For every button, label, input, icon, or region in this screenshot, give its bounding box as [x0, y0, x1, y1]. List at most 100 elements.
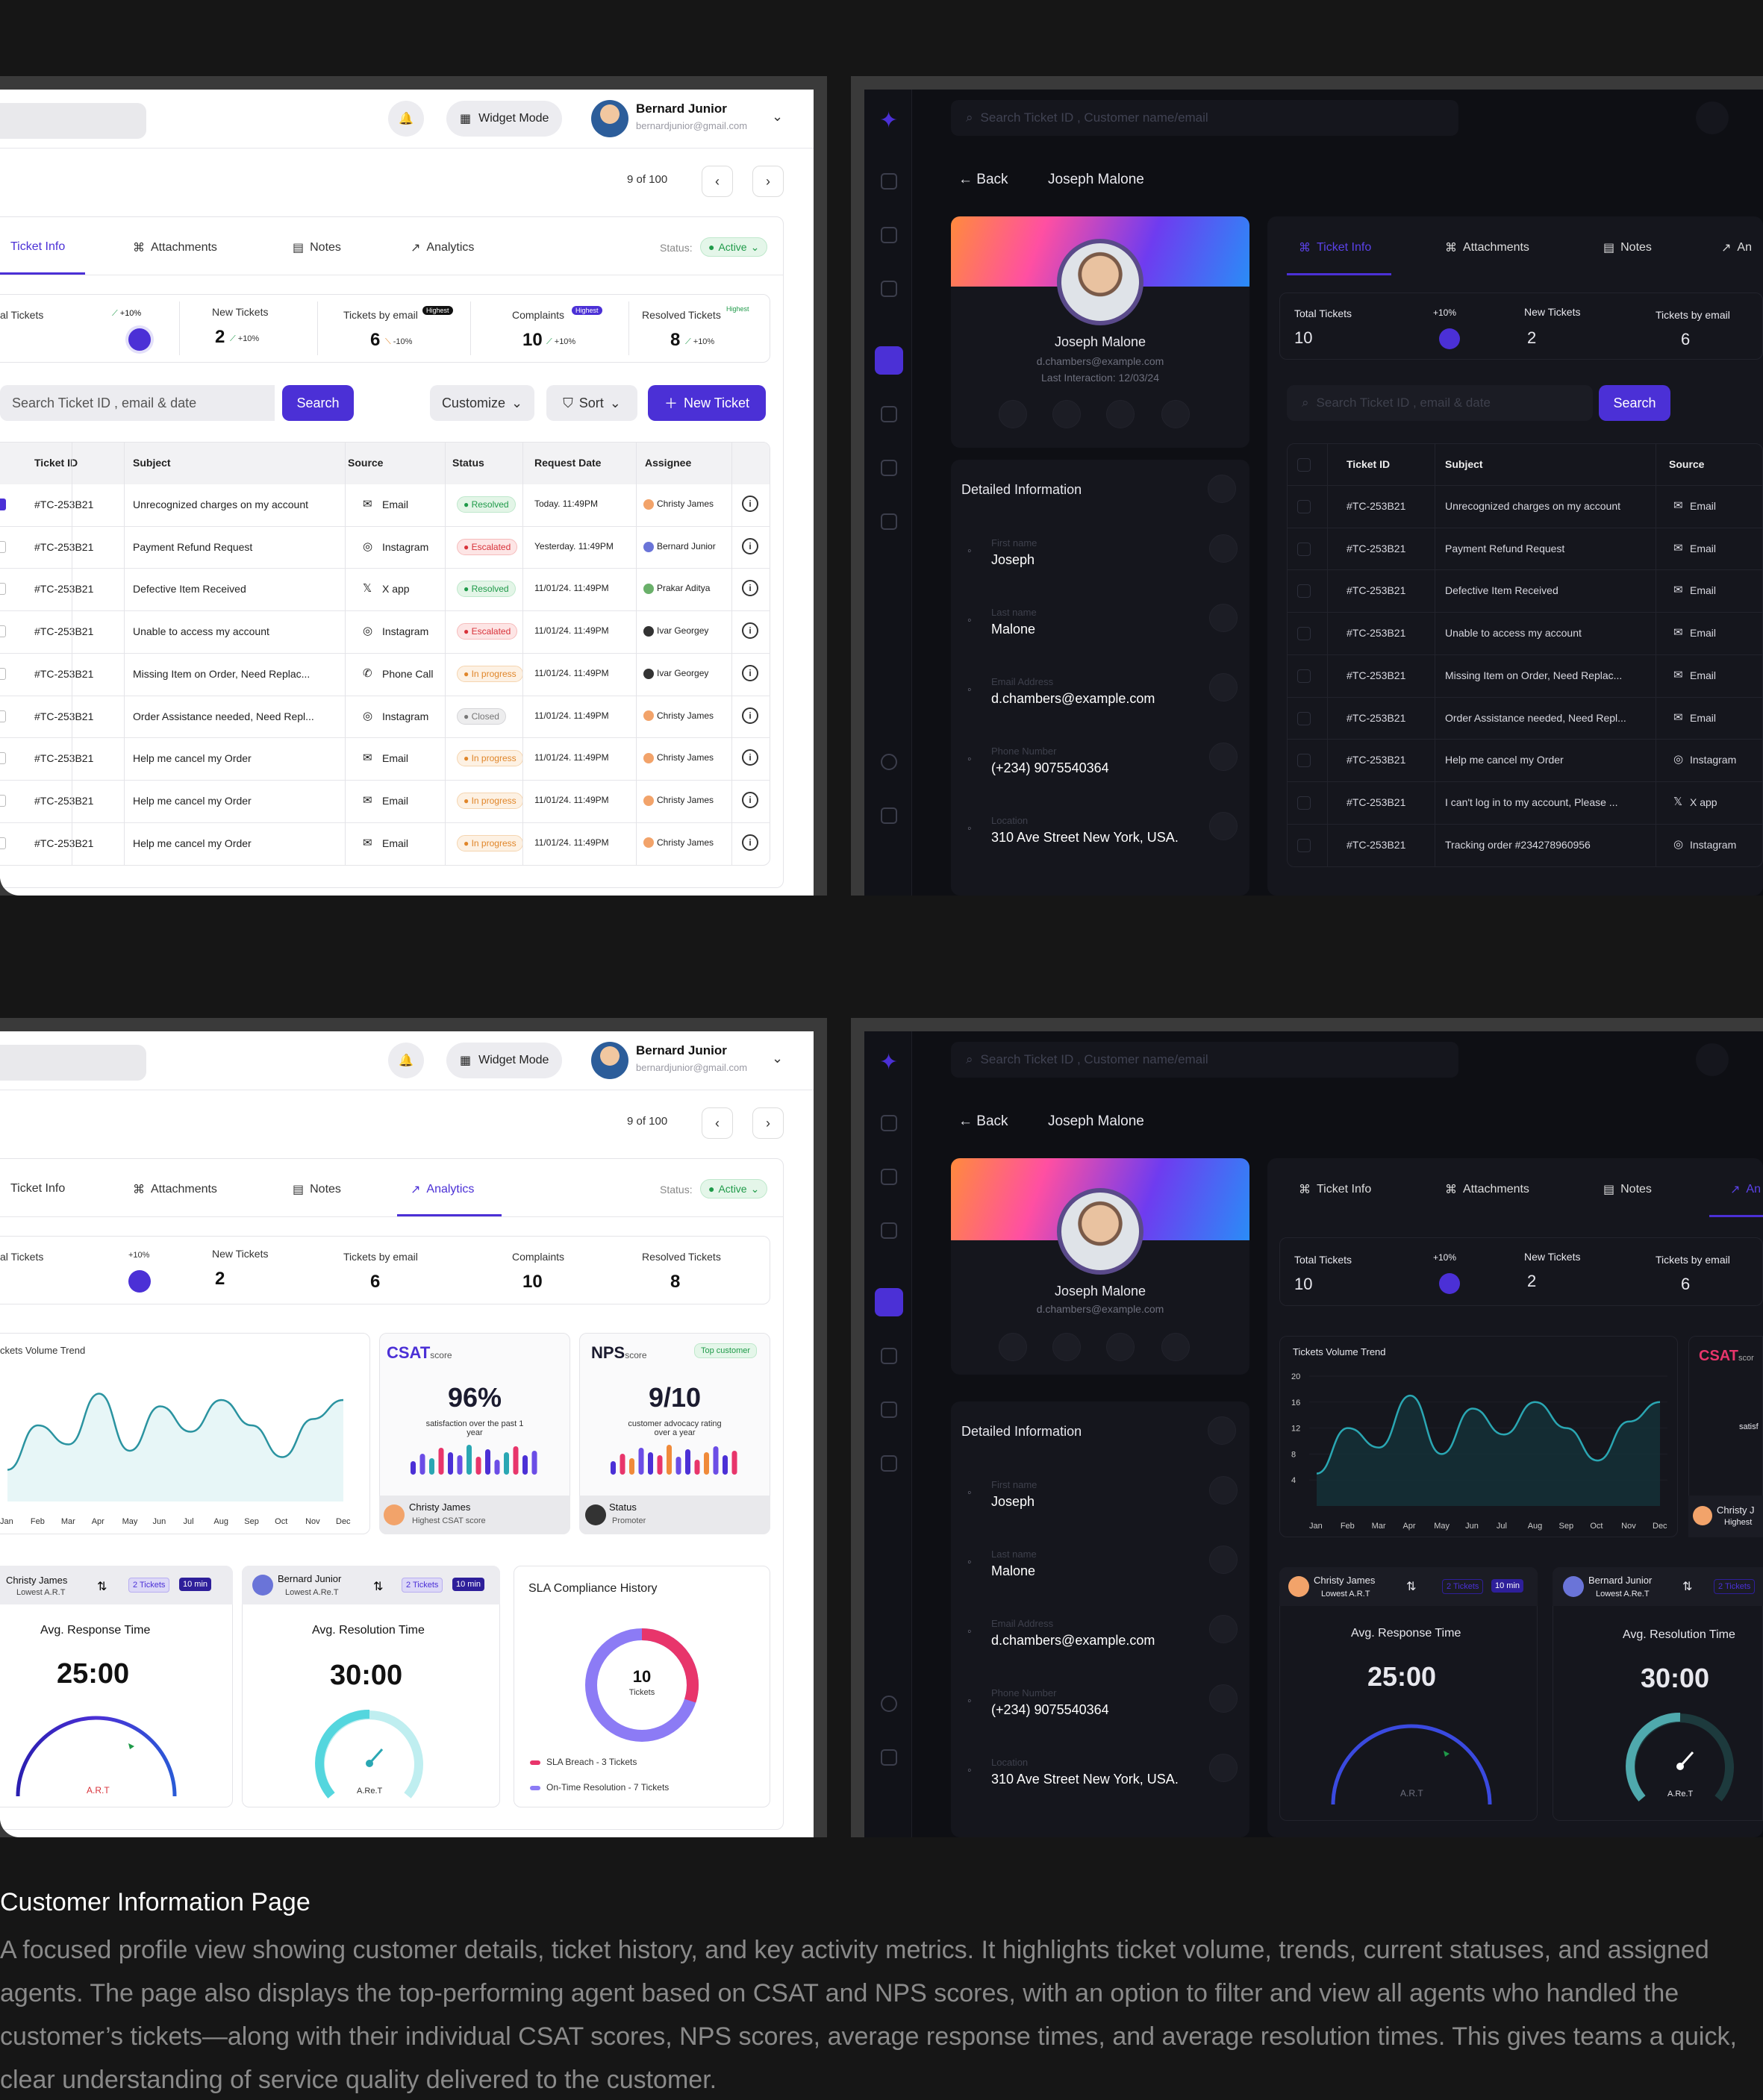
row-checkbox[interactable] — [0, 710, 6, 722]
sort-icon[interactable]: ⇅ — [97, 1581, 107, 1593]
back-button[interactable]: ← Back — [958, 1113, 1008, 1129]
notification-bell-icon[interactable] — [1696, 101, 1729, 134]
next-page-button[interactable]: › — [752, 1107, 784, 1139]
tab-analytics[interactable]: ↗ Analytics — [411, 1183, 475, 1196]
chevron-down-icon[interactable]: ⌄ — [772, 1051, 784, 1066]
row-checkbox[interactable] — [0, 667, 6, 680]
edit-icon[interactable] — [1209, 604, 1238, 632]
table-header-subject[interactable]: Subject — [133, 457, 171, 469]
status-select[interactable]: ● Active ⌄ — [700, 237, 768, 257]
info-icon[interactable]: i — [742, 537, 758, 554]
table-header-source[interactable]: Source — [348, 457, 384, 469]
plus-icon[interactable] — [1106, 400, 1135, 428]
row-checkbox[interactable] — [0, 625, 6, 638]
tab-notes[interactable]: ▤ Notes — [1603, 1183, 1652, 1196]
widget-mode-button[interactable]: ▦ Widget Mode — [446, 101, 563, 137]
logout-icon[interactable] — [881, 807, 897, 824]
table-header-source[interactable]: Source — [1669, 458, 1705, 470]
calendar-icon[interactable] — [881, 1401, 897, 1418]
table-header-assignee[interactable]: Assignee — [645, 457, 692, 469]
tab-notes[interactable]: ▤ Notes — [293, 1183, 341, 1196]
copy-icon[interactable] — [1208, 475, 1236, 503]
edit-icon[interactable] — [1209, 812, 1238, 840]
edit-icon[interactable] — [1209, 1546, 1238, 1574]
search-button[interactable]: Search — [1599, 385, 1670, 421]
gear-icon[interactable] — [881, 1696, 897, 1712]
tab-ticket-info[interactable]: Ticket Info — [10, 1182, 66, 1195]
table-header-subject[interactable]: Subject — [1445, 458, 1483, 470]
info-icon[interactable]: i — [742, 791, 758, 808]
sidebar-icon[interactable] — [881, 173, 897, 190]
row-checkbox[interactable] — [1297, 542, 1311, 556]
edit-icon[interactable] — [1209, 673, 1238, 701]
row-checkbox[interactable] — [0, 583, 6, 596]
row-checkbox[interactable] — [1297, 838, 1311, 852]
row-checkbox[interactable] — [1297, 796, 1311, 810]
calendar-icon[interactable] — [881, 460, 897, 476]
table-header-ticket-id[interactable]: Ticket ID — [1347, 458, 1391, 470]
ticket-icon[interactable] — [881, 1222, 897, 1239]
next-page-button[interactable]: › — [752, 166, 784, 197]
table-header-request-date[interactable]: Request Date — [534, 457, 602, 469]
ticket-search-input[interactable]: ⌕ Search Ticket ID , email & date — [1287, 385, 1593, 421]
sort-icon[interactable]: ⇅ — [1682, 1581, 1693, 1593]
trend-icon[interactable] — [881, 406, 897, 422]
row-checkbox[interactable] — [0, 837, 6, 849]
select-all-checkbox[interactable] — [1297, 458, 1311, 472]
row-checkbox[interactable] — [1297, 711, 1311, 725]
external-link-icon[interactable] — [1161, 1333, 1190, 1361]
megaphone-icon[interactable] — [881, 513, 897, 530]
edit-icon[interactable] — [1209, 534, 1238, 563]
tab-notes[interactable]: ▤ Notes — [293, 241, 341, 254]
user-avatar[interactable] — [591, 100, 628, 137]
sidebar-icon[interactable] — [881, 1115, 897, 1131]
global-search-input[interactable] — [0, 103, 146, 139]
grid-icon[interactable] — [881, 227, 897, 243]
customers-icon[interactable] — [875, 1288, 903, 1316]
copy-icon[interactable] — [1208, 1416, 1236, 1445]
ticket-search-input[interactable]: Search Ticket ID , email & date — [0, 385, 275, 421]
status-select[interactable]: ● Active ⌄ — [700, 1179, 768, 1199]
phone-icon[interactable] — [1052, 400, 1081, 428]
plus-icon[interactable] — [1106, 1333, 1135, 1361]
user-avatar[interactable] — [591, 1042, 628, 1079]
mail-icon[interactable] — [999, 1333, 1027, 1361]
sort-button[interactable]: ⛉ Sort ⌄ — [546, 385, 637, 421]
prev-page-button[interactable]: ‹ — [702, 166, 733, 197]
new-ticket-button[interactable]: ＋ New Ticket — [648, 385, 766, 421]
tab-attachments[interactable]: ⌘ Attachments — [1445, 241, 1529, 254]
row-checkbox[interactable] — [0, 499, 6, 510]
logout-icon[interactable] — [881, 1749, 897, 1766]
edit-icon[interactable] — [1209, 1476, 1238, 1504]
tab-ticket-info[interactable]: Ticket Info — [10, 240, 66, 253]
notification-bell-icon[interactable] — [1696, 1043, 1729, 1076]
table-header-status[interactable]: Status — [452, 457, 484, 469]
edit-icon[interactable] — [1209, 1754, 1238, 1782]
row-checkbox[interactable] — [1297, 754, 1311, 768]
row-checkbox[interactable] — [0, 794, 6, 807]
trend-icon[interactable] — [881, 1348, 897, 1364]
sort-icon[interactable]: ⇅ — [1406, 1581, 1417, 1593]
notification-bell-icon[interactable]: 🔔 — [388, 101, 424, 137]
global-search-input[interactable]: ⌕ Search Ticket ID , Customer name/email — [951, 100, 1458, 136]
phone-icon[interactable] — [1052, 1333, 1081, 1361]
tab-ticket-info[interactable]: ⌘ Ticket Info — [1299, 1183, 1372, 1196]
global-search-input[interactable] — [0, 1045, 146, 1081]
customers-icon[interactable] — [875, 346, 903, 375]
info-icon[interactable]: i — [742, 580, 758, 597]
customize-button[interactable]: Customize ⌄ — [430, 385, 534, 421]
external-link-icon[interactable] — [1161, 400, 1190, 428]
mail-icon[interactable] — [999, 400, 1027, 428]
edit-icon[interactable] — [1209, 1684, 1238, 1713]
tab-attachments[interactable]: ⌘ Attachments — [133, 1183, 217, 1196]
row-checkbox[interactable] — [1297, 500, 1311, 513]
tab-analytics[interactable]: ↗ An — [1721, 241, 1752, 254]
global-search-input[interactable]: ⌕ Search Ticket ID , Customer name/email — [951, 1042, 1458, 1078]
row-checkbox[interactable] — [1297, 627, 1311, 641]
edit-icon[interactable] — [1209, 743, 1238, 771]
info-icon[interactable]: i — [742, 707, 758, 724]
info-icon[interactable]: i — [742, 622, 758, 640]
notification-bell-icon[interactable]: 🔔 — [388, 1043, 424, 1078]
search-button[interactable]: Search — [282, 385, 354, 421]
edit-icon[interactable] — [1209, 1615, 1238, 1643]
